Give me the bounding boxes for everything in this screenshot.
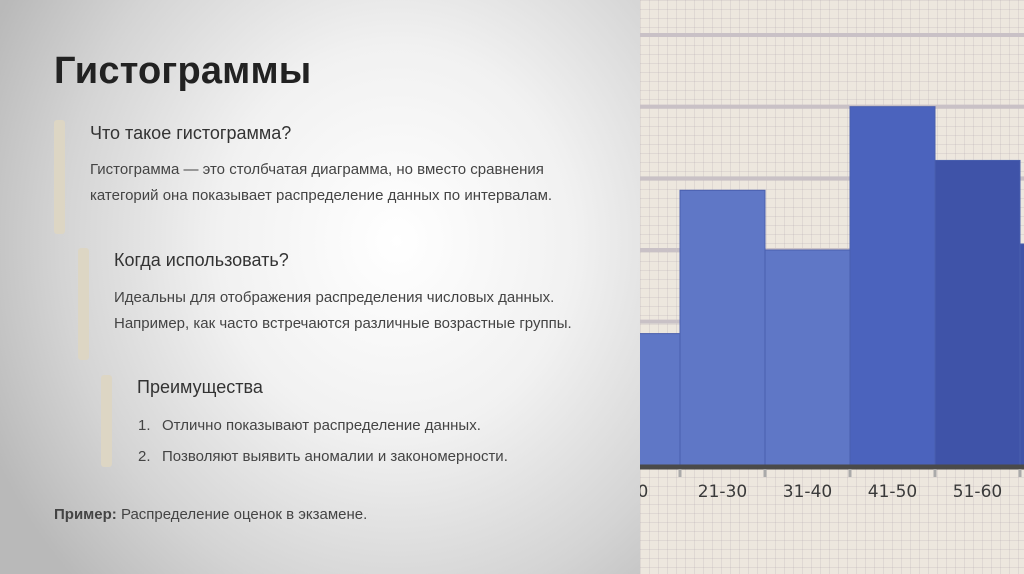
section-heading: Что такое гистограмма? xyxy=(90,123,292,143)
histogram-image: 20 21-30 31-40 41-50 51-60 xyxy=(640,0,1024,574)
list-number: 2. xyxy=(138,448,151,465)
list-number: 1. xyxy=(138,417,151,434)
section-text: Идеальны для отображения распределения ч… xyxy=(114,289,572,332)
accent-bar xyxy=(78,248,89,360)
list-item: 1. Отлично показывают распределение данны… xyxy=(138,416,508,447)
histogram-bar xyxy=(849,106,936,466)
histogram-bar xyxy=(679,189,766,466)
example-note: Пример: Распределение оценок в экзамене. xyxy=(54,506,367,523)
histogram-bar xyxy=(640,333,681,466)
section-advantages: Преимущества 1. Отлично показывают распре… xyxy=(101,375,621,467)
histogram-bar xyxy=(934,159,1021,466)
accent-bar xyxy=(54,120,65,234)
example-text: Распределение оценок в экзамене. xyxy=(120,506,368,523)
tick-label: 51-60 xyxy=(953,482,1002,502)
tick-label: 41-50 xyxy=(868,482,917,502)
tick-label: 20 xyxy=(640,482,648,502)
section-when-to-use: Когда использовать? Идеальны для отображ… xyxy=(78,248,618,360)
section-heading: Когда использовать? xyxy=(114,250,289,270)
list-item: 2. Позволяют выявить аномалии и закономер… xyxy=(138,447,508,478)
accent-bar xyxy=(101,375,112,467)
section-heading: Преимущества xyxy=(137,377,263,397)
tick-label: 21-30 xyxy=(698,482,747,502)
list-item-text: Отлично показывают распределение данных. xyxy=(162,417,481,434)
list-item-text: Позволяют выявить аномалии и закономерно… xyxy=(162,448,508,465)
text-panel: Гистограммы Что такое гистограмма? Гисто… xyxy=(0,0,640,574)
section-what-is: Что такое гистограмма? Гистограмма — это… xyxy=(54,120,614,234)
section-text: Гистограмма — это столбчатая диаграмма, … xyxy=(90,161,553,204)
slide-title: Гистограммы xyxy=(54,50,312,92)
histogram-bar xyxy=(1019,243,1024,466)
example-label: Пример: xyxy=(54,506,117,523)
histogram-bar xyxy=(764,249,851,466)
tick-label: 31-40 xyxy=(783,482,832,502)
advantages-list: 1. Отлично показывают распределение данны… xyxy=(138,416,508,478)
histogram-chart: 20 21-30 31-40 41-50 51-60 xyxy=(640,33,1024,502)
